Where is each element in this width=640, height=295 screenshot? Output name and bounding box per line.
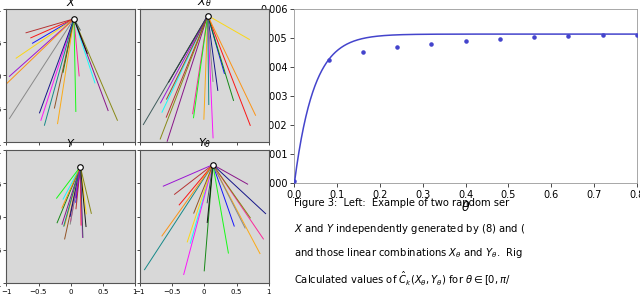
Title: $Y_\theta$: $Y_\theta$ [198, 136, 211, 150]
Text: Figure 3:  Left:  Example of two random ser: Figure 3: Left: Example of two random se… [294, 198, 509, 208]
Text: Calculated values of $\hat{C}_k(X_\theta,Y_\theta)$ for $\theta \in [0, \pi/$: Calculated values of $\hat{C}_k(X_\theta… [294, 270, 511, 288]
X-axis label: θ: θ [462, 201, 469, 214]
Title: $X$: $X$ [65, 0, 76, 8]
Title: $Y$: $Y$ [66, 137, 76, 149]
Text: and those linear combinations $X_\theta$ and $Y_\theta$.  Rig: and those linear combinations $X_\theta$… [294, 246, 524, 260]
Title: $X_\theta$: $X_\theta$ [197, 0, 212, 9]
Text: $X$ and $Y$ independently generated by (8) and (: $X$ and $Y$ independently generated by (… [294, 222, 526, 236]
